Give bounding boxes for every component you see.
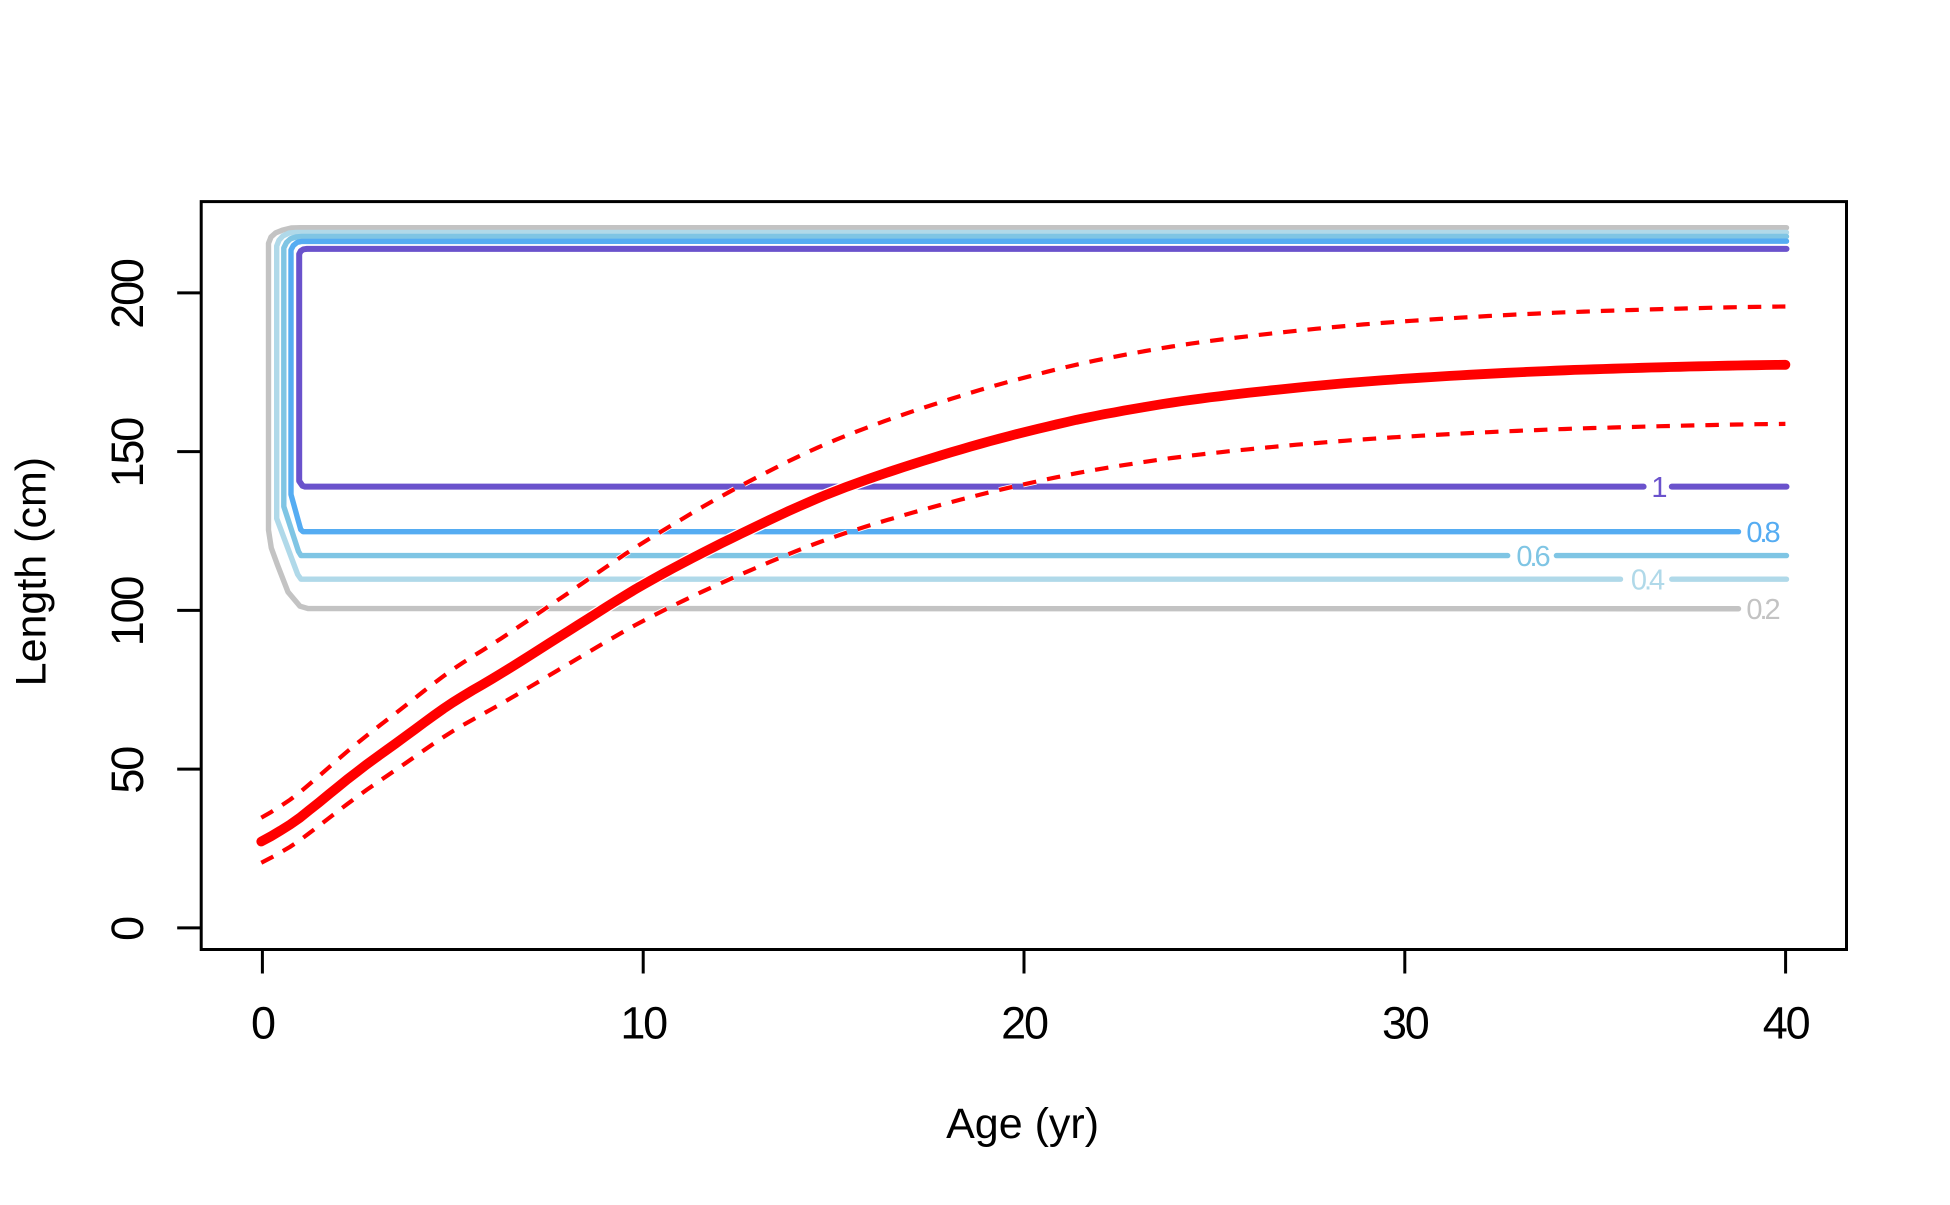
svg-text:10: 10 (620, 998, 667, 1049)
svg-text:20: 20 (1001, 998, 1048, 1049)
svg-text:0.4: 0.4 (1631, 564, 1665, 596)
svg-text:50: 50 (102, 747, 153, 794)
svg-text:200: 200 (102, 259, 153, 329)
svg-text:30: 30 (1382, 998, 1429, 1049)
svg-text:0: 0 (251, 998, 275, 1049)
svg-text:0.6: 0.6 (1516, 541, 1549, 573)
svg-text:Length (cm): Length (cm) (7, 457, 55, 686)
svg-text:1: 1 (1651, 472, 1666, 504)
svg-text:0.8: 0.8 (1746, 517, 1779, 549)
svg-text:0: 0 (102, 917, 153, 941)
svg-text:Age (yr): Age (yr) (946, 1100, 1099, 1148)
svg-text:150: 150 (102, 418, 153, 488)
svg-text:0.2: 0.2 (1746, 594, 1779, 626)
svg-text:40: 40 (1763, 998, 1810, 1049)
svg-text:100: 100 (102, 577, 153, 647)
